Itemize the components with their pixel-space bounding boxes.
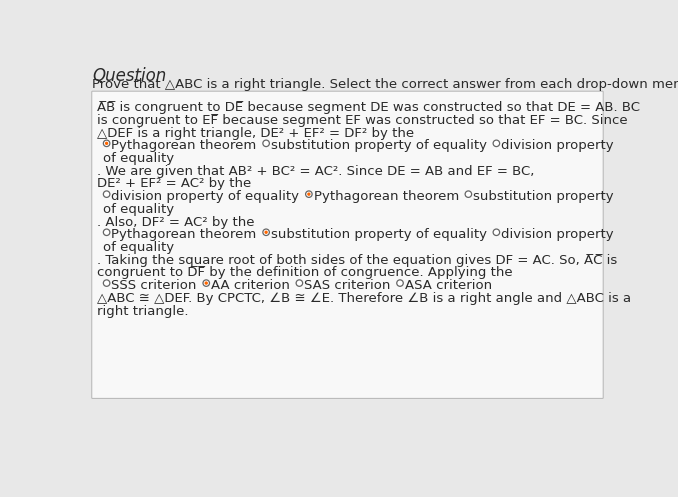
Text: substitution property of equality: substitution property of equality [271,139,487,153]
Text: A̅B̅ is congruent to DE̅ because segment DE was constructed so that DE = AB. BC: A̅B̅ is congruent to DE̅ because segment… [97,101,640,114]
Text: Pythagorean theorem: Pythagorean theorem [111,139,257,153]
Circle shape [306,191,312,197]
Text: of equality: of equality [103,203,174,216]
Text: division property: division property [501,139,614,153]
Text: . We are given that AB² + BC² = AC². Since DE = AB and EF = BC,: . We are given that AB² + BC² = AC². Sin… [97,165,534,178]
Text: AA criterion: AA criterion [211,279,290,292]
Text: SAS criterion: SAS criterion [304,279,391,292]
Text: congruent to D̅F̅ by the definition of congruence. Applying the: congruent to D̅F̅ by the definition of c… [97,266,513,279]
Circle shape [493,229,500,236]
Text: △DEF is a right triangle, DE² + EF² = DF² by the: △DEF is a right triangle, DE² + EF² = DF… [97,127,414,140]
Circle shape [103,191,110,197]
Text: of equality: of equality [103,152,174,165]
Text: ASA criterion: ASA criterion [405,279,492,292]
Text: Prove that △ABC is a right triangle. Select the correct answer from each drop-do: Prove that △ABC is a right triangle. Sel… [92,78,678,91]
Text: SSS criterion: SSS criterion [111,279,197,292]
Text: division property of equality: division property of equality [111,190,300,203]
Circle shape [493,140,500,147]
Circle shape [103,140,110,147]
FancyBboxPatch shape [92,91,603,399]
Circle shape [103,280,110,286]
Text: is congruent to EF̅ because segment EF was constructed so that EF = BC. Since: is congruent to EF̅ because segment EF w… [97,114,628,127]
Circle shape [103,229,110,236]
Circle shape [105,142,108,145]
Text: △ABC ≅ △DEF. By CPCTC, ∠B ≅ ∠E. Therefore ∠B is a right angle and △ABC is a: △ABC ≅ △DEF. By CPCTC, ∠B ≅ ∠E. Therefor… [97,292,631,305]
Circle shape [263,140,269,147]
Circle shape [465,191,472,197]
Text: substitution property of equality: substitution property of equality [271,228,487,241]
Circle shape [205,281,208,285]
Circle shape [263,229,269,236]
Circle shape [307,192,311,196]
Circle shape [203,280,210,286]
Text: right triangle.: right triangle. [97,305,188,318]
Circle shape [397,280,403,286]
Text: . Also, DF² = AC² by the: . Also, DF² = AC² by the [97,216,255,229]
Text: DE² + EF² = AC² by the: DE² + EF² = AC² by the [97,177,252,190]
Text: Question: Question [92,67,167,85]
Text: Pythagorean theorem: Pythagorean theorem [111,228,257,241]
Text: . Taking the square root of both sides of the equation gives DF = AC. So, A̅C̅ i: . Taking the square root of both sides o… [97,253,618,267]
Text: division property: division property [501,228,614,241]
Circle shape [264,231,268,234]
Text: substitution property: substitution property [473,190,614,203]
Circle shape [296,280,302,286]
Text: of equality: of equality [103,241,174,254]
Text: Pythagorean theorem: Pythagorean theorem [314,190,459,203]
